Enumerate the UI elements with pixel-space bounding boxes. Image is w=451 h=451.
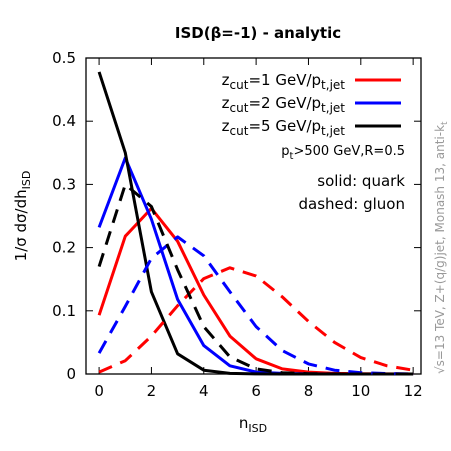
x-tick-label: 0	[94, 382, 104, 400]
annotation-cuts: pt>500 GeV,R=0.5	[281, 144, 405, 162]
y-tick-label: 0.3	[52, 175, 76, 193]
chart-title: ISD(β=-1) - analytic	[175, 24, 341, 42]
y-tick-label: 0	[66, 365, 76, 383]
series-line-dashed-ff0000	[98, 266, 414, 374]
legend-label: zcut=5 GeV/pt,jet	[222, 117, 346, 138]
y-axis-label: 1/σ dσ/dhISD	[12, 171, 33, 262]
x-tick-label: 12	[404, 382, 423, 400]
y-tick-label: 0.1	[52, 302, 76, 320]
x-tick-label: 8	[304, 382, 314, 400]
side-annotation: √s=13 TeV, Z+(q/g)jet, Monash 13, anti-k…	[433, 121, 450, 374]
x-tick-label: 6	[251, 382, 261, 400]
series-group	[97, 71, 414, 376]
x-tick-label: 4	[199, 382, 209, 400]
x-axis-label: nISD	[239, 414, 267, 435]
tick-marks	[86, 57, 421, 375]
y-tick-label: 0.4	[52, 112, 76, 130]
legend-label: zcut=1 GeV/pt,jet	[222, 71, 346, 92]
x-tick-label: 2	[147, 382, 157, 400]
legend-label: zcut=2 GeV/pt,jet	[222, 94, 346, 115]
y-tick-label: 0.2	[52, 239, 76, 257]
annotation-solid: solid: quark	[317, 172, 405, 190]
x-tick-label: 10	[351, 382, 370, 400]
tick-labels: 0 2 4 6 8 10 12 0 0.1 0.2 0.3 0.4 0.5	[52, 49, 423, 400]
y-tick-label: 0.5	[52, 49, 76, 67]
annotation-dashed: dashed: gluon	[299, 195, 406, 213]
series-line-solid-ff0000	[97, 206, 414, 376]
series-line-dashed-000000	[97, 182, 414, 376]
